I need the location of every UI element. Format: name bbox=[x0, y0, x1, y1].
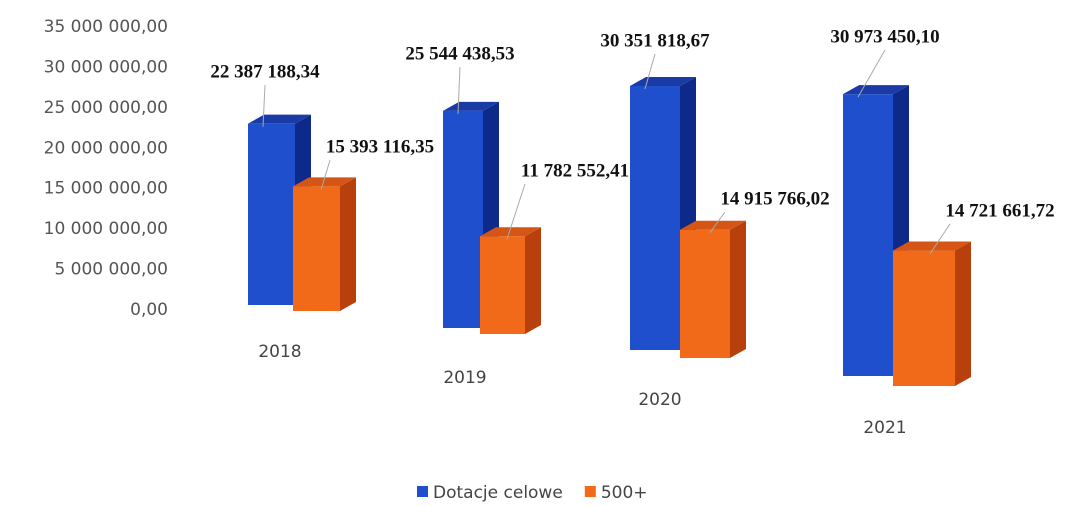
bar-top bbox=[480, 227, 541, 237]
bar bbox=[293, 186, 340, 311]
y-tick-label: 30 000 000,00 bbox=[44, 57, 168, 77]
y-tick-label: 10 000 000,00 bbox=[44, 219, 168, 239]
bar-top bbox=[293, 177, 356, 187]
legend-label: Dotacje celowe bbox=[433, 483, 563, 503]
x-tick-label: 2019 bbox=[443, 368, 486, 388]
bar-top bbox=[893, 241, 971, 251]
value-label: 22 387 188,34 bbox=[210, 61, 320, 82]
value-label: 14 915 766,02 bbox=[720, 188, 829, 209]
legend-swatch bbox=[584, 486, 596, 497]
y-tick-label: 15 000 000,00 bbox=[44, 179, 168, 199]
y-tick-label: 5 000 000,00 bbox=[54, 260, 168, 280]
bar-side bbox=[730, 220, 746, 358]
value-label: 15 393 116,35 bbox=[326, 136, 434, 157]
leader-line bbox=[262, 84, 266, 127]
leader-line bbox=[644, 53, 656, 90]
y-tick-label: 35 000 000,00 bbox=[44, 17, 168, 37]
value-label: 30 351 818,67 bbox=[600, 30, 710, 51]
leader-line bbox=[929, 223, 951, 254]
bar bbox=[680, 229, 730, 358]
bar bbox=[893, 250, 955, 386]
bar-side bbox=[955, 241, 971, 386]
value-label: 30 973 450,10 bbox=[830, 26, 939, 47]
value-label: 14 721 661,72 bbox=[945, 200, 1054, 221]
leader-line bbox=[857, 49, 886, 98]
legend-swatch bbox=[417, 486, 428, 497]
leader-line bbox=[506, 183, 526, 240]
leader-line bbox=[457, 66, 461, 114]
bar bbox=[630, 85, 680, 350]
y-tick-label: 20 000 000,00 bbox=[44, 138, 168, 158]
leader-line bbox=[320, 159, 331, 190]
bar bbox=[843, 94, 893, 376]
y-tick-label: 0,00 bbox=[130, 300, 168, 320]
y-tick-label: 25 000 000,00 bbox=[44, 98, 168, 118]
bar-side bbox=[525, 227, 541, 334]
bar-side bbox=[340, 177, 356, 311]
leader-line bbox=[709, 211, 726, 234]
bar-top bbox=[680, 220, 746, 230]
value-label: 11 782 552,41 bbox=[521, 160, 629, 181]
x-tick-label: 2020 bbox=[638, 390, 681, 410]
bar bbox=[443, 110, 483, 328]
bar bbox=[248, 123, 295, 305]
bar-top bbox=[443, 101, 499, 111]
x-tick-label: 2018 bbox=[258, 342, 301, 362]
bar bbox=[480, 236, 525, 334]
value-label: 25 544 438,53 bbox=[405, 43, 514, 64]
bar-top bbox=[843, 85, 909, 95]
x-tick-label: 2021 bbox=[863, 418, 906, 438]
legend-label: 500+ bbox=[601, 483, 648, 503]
